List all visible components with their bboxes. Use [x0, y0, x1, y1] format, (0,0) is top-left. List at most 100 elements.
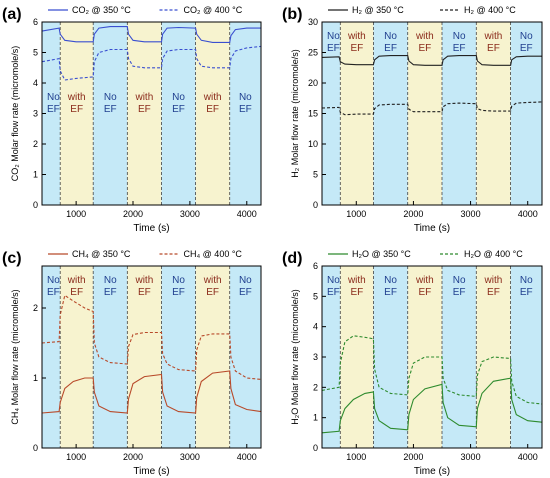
x-tick-label: 1000 — [346, 452, 366, 462]
series-line-1 — [41, 370, 262, 414]
no-ef-band — [93, 22, 128, 205]
x-axis-label: Time (s) — [133, 223, 169, 234]
no-ef-label: No — [47, 92, 60, 103]
no-ef-band — [322, 22, 341, 205]
plot-frame — [41, 265, 262, 449]
y-tick-label: 2 — [313, 382, 318, 392]
no-ef-label: EF — [172, 287, 185, 298]
with-ef-label: with — [484, 275, 503, 286]
legend-entry: CH₄ @ 400 °C — [184, 249, 243, 259]
no-ef-band — [373, 266, 408, 448]
no-ef-label: No — [172, 92, 185, 103]
series-line-1 — [321, 55, 542, 66]
y-tick-label: 0 — [313, 200, 318, 210]
with-ef-label: with — [415, 275, 434, 286]
no-ef-label: No — [239, 92, 252, 103]
with-ef-label: EF — [206, 104, 219, 115]
y-tick-label: 2 — [33, 303, 38, 313]
no-ef-label: EF — [104, 287, 117, 298]
legend-entry: H₂O @ 400 °C — [464, 249, 523, 259]
no-ef-band — [510, 22, 542, 205]
y-tick-label: 6 — [313, 261, 318, 271]
no-ef-label: EF — [453, 287, 466, 298]
no-ef-band — [373, 22, 408, 205]
with-ef-label: EF — [70, 104, 83, 115]
with-ef-label: with — [415, 31, 434, 42]
panel-label: (d) — [282, 250, 302, 267]
x-tick-label: 3000 — [180, 452, 200, 462]
with-ef-label: with — [347, 31, 366, 42]
no-ef-label: No — [239, 275, 252, 286]
no-ef-band — [442, 22, 477, 205]
no-ef-label: No — [47, 275, 60, 286]
y-axis-label: CO₂ Molar flow rate (micromole/s) — [10, 46, 20, 182]
y-tick-label: 3 — [33, 109, 38, 119]
x-tick-label: 2000 — [123, 209, 143, 219]
y-tick-label: 5 — [33, 48, 38, 58]
with-ef-label: EF — [138, 287, 151, 298]
y-axis-label: H₂ Molar flow rate (micromole/s) — [290, 49, 300, 178]
y-tick-label: 0 — [33, 443, 38, 453]
y-tick-label: 15 — [308, 109, 318, 119]
series-line-2 — [41, 45, 262, 81]
y-tick-label: 3 — [313, 352, 318, 362]
no-ef-label: EF — [239, 104, 252, 115]
y-tick-label: 30 — [308, 17, 318, 27]
no-ef-band — [42, 266, 61, 448]
no-ef-label: EF — [453, 43, 466, 54]
no-ef-label: EF — [520, 43, 533, 54]
no-ef-label: EF — [384, 43, 397, 54]
no-ef-label: EF — [239, 287, 252, 298]
with-ef-label: EF — [350, 287, 363, 298]
with-ef-label: with — [203, 92, 222, 103]
no-ef-label: EF — [384, 287, 397, 298]
series-line-2 — [41, 294, 262, 380]
with-ef-band — [407, 22, 442, 205]
with-ef-label: with — [484, 31, 503, 42]
no-ef-label: EF — [47, 287, 60, 298]
legend-entry: H₂ @ 350 °C — [352, 5, 404, 15]
no-ef-label: EF — [327, 287, 340, 298]
y-tick-label: 0 — [33, 200, 38, 210]
x-axis-label: Time (s) — [414, 223, 450, 234]
no-ef-label: EF — [172, 104, 185, 115]
y-tick-label: 2 — [33, 139, 38, 149]
no-ef-band — [229, 266, 261, 448]
with-ef-label: with — [67, 275, 86, 286]
no-ef-band — [42, 22, 61, 205]
x-tick-label: 1000 — [66, 452, 86, 462]
x-tick-label: 2000 — [123, 452, 143, 462]
with-ef-label: with — [134, 275, 153, 286]
no-ef-label: No — [520, 275, 533, 286]
y-axis-label: CH₄ Molar flow rate (micromole/s) — [10, 289, 20, 424]
y-tick-label: 4 — [313, 322, 318, 332]
with-ef-band — [195, 266, 230, 448]
x-tick-label: 2000 — [403, 209, 423, 219]
x-tick-label: 4000 — [518, 209, 538, 219]
y-tick-label: 6 — [33, 17, 38, 27]
with-ef-label: EF — [418, 43, 431, 54]
no-ef-label: No — [327, 275, 340, 286]
x-axis-label: Time (s) — [414, 466, 450, 477]
no-ef-band — [161, 266, 196, 448]
panel-label: (c) — [2, 250, 22, 267]
with-ef-label: EF — [418, 287, 431, 298]
no-ef-band — [161, 22, 196, 205]
with-ef-band — [195, 22, 230, 205]
no-ef-label: No — [104, 92, 117, 103]
y-tick-label: 0 — [313, 443, 318, 453]
no-ef-label: No — [384, 31, 397, 42]
no-ef-label: No — [104, 275, 117, 286]
with-ef-label: EF — [487, 43, 500, 54]
no-ef-band — [322, 266, 341, 448]
series-line-2 — [321, 101, 543, 116]
with-ef-label: EF — [350, 43, 363, 54]
legend-entry: CH₄ @ 350 °C — [72, 249, 131, 259]
x-axis-label: Time (s) — [133, 466, 169, 477]
x-tick-label: 1000 — [66, 209, 86, 219]
